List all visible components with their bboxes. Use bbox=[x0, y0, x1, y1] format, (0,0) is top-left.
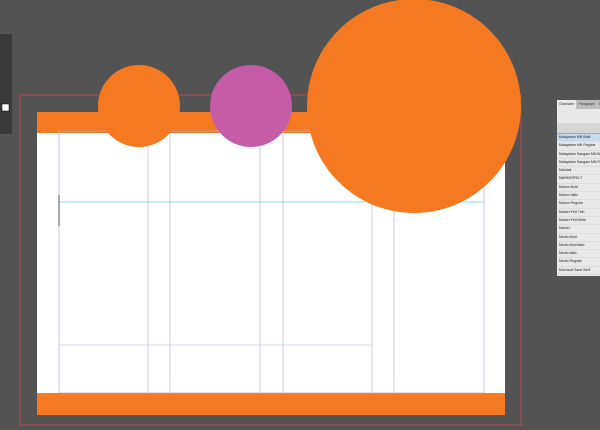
font-item[interactable]: Marion Regular bbox=[557, 200, 600, 209]
font-item[interactable]: Malayalam Sangam MN Bold bbox=[557, 151, 600, 159]
panel-tab[interactable]: OpenType bbox=[597, 100, 600, 109]
large-orange-circle[interactable] bbox=[307, 0, 521, 213]
font-item[interactable]: Marker Felt Wide bbox=[557, 217, 600, 226]
font-item[interactable]: Marion Italic bbox=[557, 192, 600, 201]
panel-tab[interactable]: Character bbox=[557, 100, 577, 109]
panel-tab[interactable]: Paragraph bbox=[578, 102, 595, 106]
font-item[interactable]: Malayalam MN Bold bbox=[557, 134, 600, 143]
font-item[interactable]: Malayalam MN Regular bbox=[557, 142, 600, 151]
font-item[interactable]: Mandali bbox=[557, 167, 600, 176]
font-item[interactable]: Marion Bold bbox=[557, 184, 600, 193]
font-item[interactable]: Menlo Regular bbox=[557, 258, 600, 267]
fill-swatch[interactable] bbox=[1, 103, 10, 112]
font-item[interactable]: Marker Felt Thin bbox=[557, 209, 600, 217]
font-search[interactable] bbox=[557, 123, 600, 134]
bottom-band bbox=[37, 393, 505, 415]
font-item[interactable]: Minion Pro Bold bbox=[557, 275, 600, 276]
font-item[interactable]: MARKERFELT bbox=[557, 175, 600, 184]
character-panel: CharacterParagraphOpenType Malayalam MN … bbox=[557, 100, 600, 276]
font-item[interactable]: Menlo Italic bbox=[557, 250, 600, 259]
font-item[interactable]: Microsoft Sans Serif bbox=[557, 267, 600, 276]
font-item[interactable]: Menlo Bold bbox=[557, 234, 600, 242]
font-item[interactable]: Malayalam Sangam MN Regular bbox=[557, 159, 600, 168]
toolbar[interactable] bbox=[0, 34, 12, 134]
font-item[interactable]: Menlo Bold Italic bbox=[557, 242, 600, 251]
orange-circle[interactable] bbox=[98, 65, 180, 147]
panel-tabs: CharacterParagraphOpenType bbox=[557, 100, 600, 109]
font-item[interactable]: Marvel bbox=[557, 225, 600, 234]
magenta-circle[interactable] bbox=[210, 65, 292, 147]
font-list: Malayalam MN Bold Malayalam MN Regular Mal… bbox=[557, 134, 600, 276]
